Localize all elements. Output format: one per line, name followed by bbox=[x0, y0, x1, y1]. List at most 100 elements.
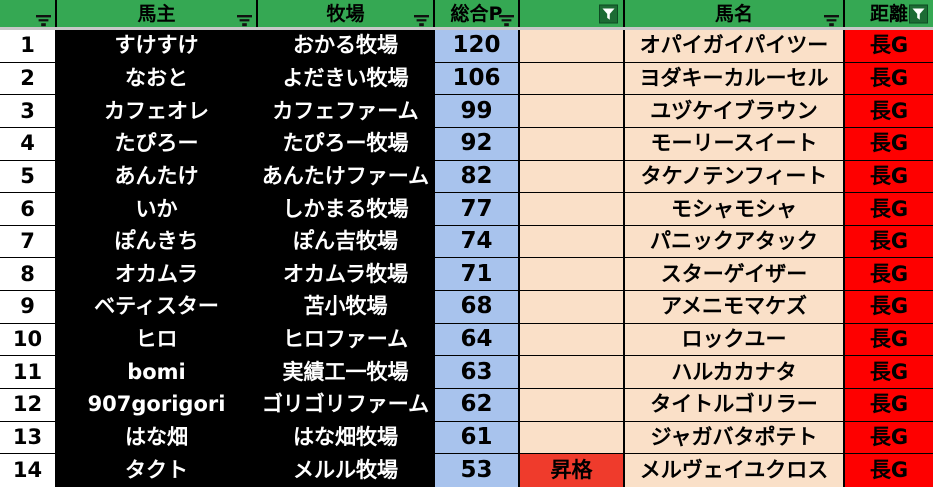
rank-cell[interactable]: 10 bbox=[0, 323, 57, 357]
rank-cell[interactable]: 9 bbox=[0, 291, 57, 324]
owner-cell[interactable]: オカムラ bbox=[57, 258, 258, 292]
farm-cell[interactable]: カフェファーム bbox=[258, 95, 435, 128]
points-cell[interactable]: 61 bbox=[435, 421, 520, 455]
status-cell[interactable] bbox=[520, 193, 625, 226]
filter-icon-active[interactable] bbox=[599, 4, 618, 23]
status-cell[interactable] bbox=[520, 30, 625, 63]
rank-cell[interactable]: 11 bbox=[0, 356, 57, 390]
column-header-owner[interactable]: 馬主 bbox=[57, 0, 258, 27]
table-row[interactable]: 7 ぽんきち ぽん吉牧場 74 パニックアタック 長G bbox=[0, 225, 933, 259]
table-row[interactable]: 10 ヒロ ヒロファーム 64 ロックユー 長G bbox=[0, 323, 933, 357]
distance-cell[interactable]: 長G bbox=[845, 160, 933, 194]
distance-cell[interactable]: 長G bbox=[845, 291, 933, 324]
rank-cell[interactable]: 6 bbox=[0, 193, 57, 226]
distance-cell[interactable]: 長G bbox=[845, 258, 933, 292]
points-cell[interactable]: 71 bbox=[435, 258, 520, 292]
rank-cell[interactable]: 1 bbox=[0, 30, 57, 63]
rank-cell[interactable]: 3 bbox=[0, 95, 57, 128]
owner-cell[interactable]: 907gorigori bbox=[57, 389, 258, 422]
table-row[interactable]: 11 bomi 実績工一牧場 63 ハルカカナタ 長G bbox=[0, 356, 933, 390]
distance-cell[interactable]: 長G bbox=[845, 421, 933, 455]
distance-cell[interactable]: 長G bbox=[845, 225, 933, 259]
farm-cell[interactable]: あんたけファーム bbox=[258, 160, 435, 194]
farm-cell[interactable]: 実績工一牧場 bbox=[258, 356, 435, 390]
horse-name-cell[interactable]: ロックユー bbox=[625, 323, 845, 357]
rank-cell[interactable]: 13 bbox=[0, 421, 57, 455]
farm-cell[interactable]: たぴろー牧場 bbox=[258, 127, 435, 161]
owner-cell[interactable]: ぽんきち bbox=[57, 225, 258, 259]
owner-cell[interactable]: いか bbox=[57, 193, 258, 226]
horse-name-cell[interactable]: オパイガイパイツー bbox=[625, 30, 845, 63]
table-row[interactable]: 6 いか しかまる牧場 77 モシャモシャ 長G bbox=[0, 193, 933, 226]
farm-cell[interactable]: しかまる牧場 bbox=[258, 193, 435, 226]
points-cell[interactable]: 82 bbox=[435, 160, 520, 194]
horse-name-cell[interactable]: モーリースイート bbox=[625, 127, 845, 161]
distance-cell[interactable]: 長G bbox=[845, 356, 933, 390]
status-cell[interactable] bbox=[520, 323, 625, 357]
column-header-status[interactable] bbox=[520, 0, 625, 27]
status-cell[interactable] bbox=[520, 127, 625, 161]
distance-cell[interactable]: 長G bbox=[845, 30, 933, 63]
points-cell[interactable]: 106 bbox=[435, 62, 520, 96]
table-row[interactable]: 5 あんたけ あんたけファーム 82 タケノテンフィート 長G bbox=[0, 160, 933, 194]
horse-name-cell[interactable]: モシャモシャ bbox=[625, 193, 845, 226]
rank-cell[interactable]: 7 bbox=[0, 225, 57, 259]
status-cell[interactable] bbox=[520, 291, 625, 324]
farm-cell[interactable]: オカムラ牧場 bbox=[258, 258, 435, 292]
points-cell[interactable]: 53 bbox=[435, 454, 520, 487]
farm-cell[interactable]: ゴリゴリファーム bbox=[258, 389, 435, 422]
status-cell[interactable] bbox=[520, 62, 625, 96]
column-header-distance[interactable]: 距離 bbox=[845, 0, 933, 27]
owner-cell[interactable]: ヒロ bbox=[57, 323, 258, 357]
column-header-farm[interactable]: 牧場 bbox=[258, 0, 435, 27]
horse-name-cell[interactable]: タケノテンフィート bbox=[625, 160, 845, 194]
farm-cell[interactable]: ぽん吉牧場 bbox=[258, 225, 435, 259]
owner-cell[interactable]: すけすけ bbox=[57, 30, 258, 63]
status-cell[interactable] bbox=[520, 95, 625, 128]
column-header-horse-name[interactable]: 馬名 bbox=[625, 0, 845, 27]
filter-icon[interactable] bbox=[824, 10, 839, 27]
owner-cell[interactable]: ベティスター bbox=[57, 291, 258, 324]
horse-name-cell[interactable]: メルヴェイユクロス bbox=[625, 454, 845, 487]
owner-cell[interactable]: あんたけ bbox=[57, 160, 258, 194]
points-cell[interactable]: 64 bbox=[435, 323, 520, 357]
owner-cell[interactable]: なおと bbox=[57, 62, 258, 96]
rank-cell[interactable]: 4 bbox=[0, 127, 57, 161]
table-row[interactable]: 1 すけすけ おかる牧場 120 オパイガイパイツー 長G bbox=[0, 30, 933, 63]
farm-cell[interactable]: ヒロファーム bbox=[258, 323, 435, 357]
distance-cell[interactable]: 長G bbox=[845, 454, 933, 487]
filter-icon[interactable] bbox=[414, 10, 429, 27]
horse-name-cell[interactable]: スターゲイザー bbox=[625, 258, 845, 292]
horse-name-cell[interactable]: ジャガバタポテト bbox=[625, 421, 845, 455]
distance-cell[interactable]: 長G bbox=[845, 193, 933, 226]
filter-icon-active[interactable] bbox=[909, 4, 928, 23]
owner-cell[interactable]: タクト bbox=[57, 454, 258, 487]
owner-cell[interactable]: たぴろー bbox=[57, 127, 258, 161]
rank-cell[interactable]: 2 bbox=[0, 62, 57, 96]
owner-cell[interactable]: bomi bbox=[57, 356, 258, 390]
points-cell[interactable]: 63 bbox=[435, 356, 520, 390]
status-cell[interactable]: 昇格 bbox=[520, 454, 625, 487]
points-cell[interactable]: 77 bbox=[435, 193, 520, 226]
farm-cell[interactable]: おかる牧場 bbox=[258, 30, 435, 63]
table-row[interactable]: 4 たぴろー たぴろー牧場 92 モーリースイート 長G bbox=[0, 127, 933, 161]
distance-cell[interactable]: 長G bbox=[845, 95, 933, 128]
farm-cell[interactable]: はな畑牧場 bbox=[258, 421, 435, 455]
table-row[interactable]: 12 907gorigori ゴリゴリファーム 62 タイトルゴリラー 長G bbox=[0, 389, 933, 422]
status-cell[interactable] bbox=[520, 421, 625, 455]
farm-cell[interactable]: メルル牧場 bbox=[258, 454, 435, 487]
distance-cell[interactable]: 長G bbox=[845, 323, 933, 357]
status-cell[interactable] bbox=[520, 225, 625, 259]
farm-cell[interactable]: 苫小牧場 bbox=[258, 291, 435, 324]
status-cell[interactable] bbox=[520, 160, 625, 194]
horse-name-cell[interactable]: ユヅケイブラウン bbox=[625, 95, 845, 128]
table-row[interactable]: 2 なおと よだきい牧場 106 ヨダキーカルーセル 長G bbox=[0, 62, 933, 96]
status-cell[interactable] bbox=[520, 389, 625, 422]
owner-cell[interactable]: カフェオレ bbox=[57, 95, 258, 128]
points-cell[interactable]: 62 bbox=[435, 389, 520, 422]
distance-cell[interactable]: 長G bbox=[845, 127, 933, 161]
farm-cell[interactable]: よだきい牧場 bbox=[258, 62, 435, 96]
horse-name-cell[interactable]: ハルカカナタ bbox=[625, 356, 845, 390]
distance-cell[interactable]: 長G bbox=[845, 389, 933, 422]
table-row[interactable]: 9 ベティスター 苫小牧場 68 アメニモマケズ 長G bbox=[0, 291, 933, 324]
